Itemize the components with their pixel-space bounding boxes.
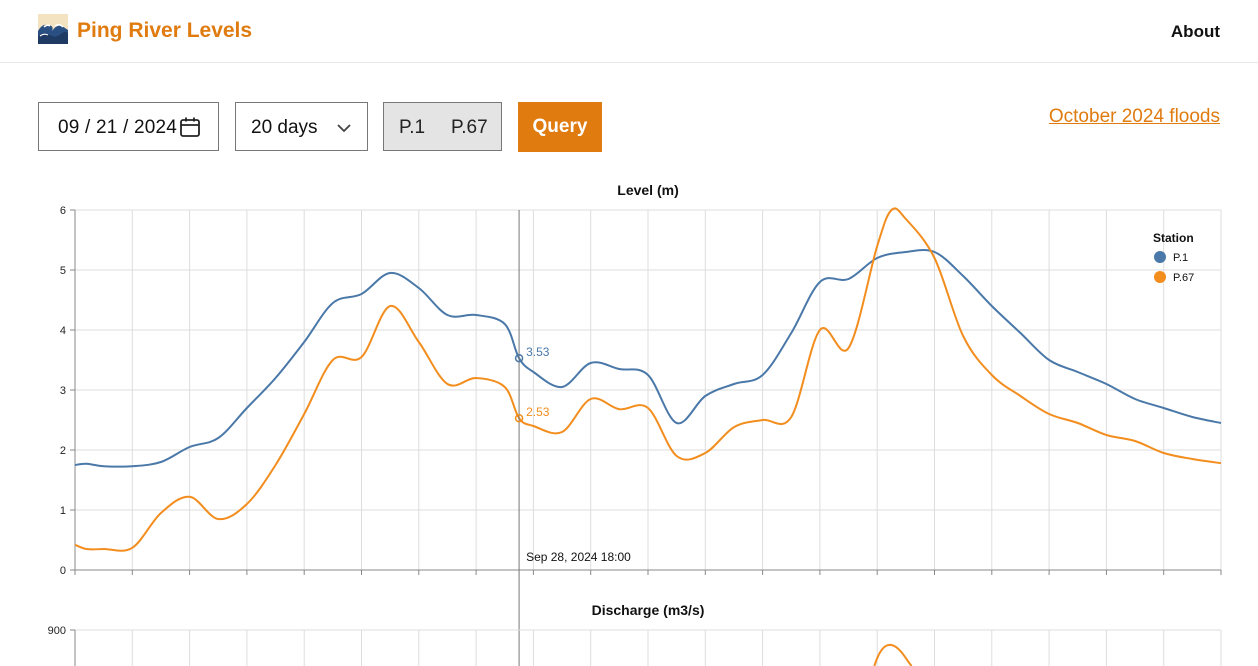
cursor-value-label: 3.53	[526, 345, 550, 359]
series-line-p1	[74, 248, 1222, 468]
y-tick-label: 6	[60, 205, 66, 217]
date-day: 21	[95, 117, 118, 138]
start-date-value: 09 / 21 / 2024	[58, 117, 178, 138]
y-tick-label: 900	[48, 625, 66, 637]
cursor-point	[514, 413, 524, 423]
query-controls: 09 / 21 / 2024 20 days P.1 P.67 Query Oc…	[0, 102, 1258, 154]
legend-label: P.1	[1173, 252, 1188, 264]
series-line-p67	[74, 207, 1222, 552]
calendar-icon[interactable]	[179, 116, 201, 138]
y-tick-label: 0	[60, 565, 66, 577]
legend-swatch	[1154, 251, 1166, 263]
y-tick-label: 1	[60, 505, 66, 517]
y-tick-label: 3	[60, 385, 66, 397]
wave-logo-icon[interactable]	[38, 14, 68, 44]
about-link[interactable]: About	[1170, 22, 1220, 41]
legend-title: Station	[1153, 231, 1194, 245]
level-chart-title: Level (m)	[617, 182, 678, 198]
y-tick-label: 4	[60, 325, 66, 337]
date-year: 2024	[133, 117, 178, 138]
discharge-chart-title: Discharge (m3/s)	[592, 602, 705, 618]
legend-swatch	[1154, 271, 1166, 283]
chevron-down-icon	[337, 124, 351, 133]
station-option-p1[interactable]: P.1	[399, 117, 426, 138]
top-navbar: Ping River Levels About	[0, 0, 1258, 63]
discharge-series-line-p67	[873, 643, 913, 666]
start-date-input[interactable]: 09 / 21 / 2024	[38, 102, 219, 151]
legend-label: P.67	[1173, 272, 1194, 284]
level-chart[interactable]: Level (m) 0 1 2 3 4 5 6 Sep 28, 2024 18:00 3.53 2.…	[0, 170, 1258, 666]
cursor-date-label: Sep 28, 2024 18:00	[526, 550, 631, 564]
cursor-value-label: 2.53	[526, 405, 550, 419]
y-tick-label: 5	[60, 265, 66, 277]
station-option-p67[interactable]: P.67	[451, 117, 488, 138]
query-button[interactable]: Query	[518, 102, 602, 152]
range-select-value: 20 days	[251, 117, 318, 138]
y-tick-label: 2	[60, 445, 66, 457]
october-floods-link[interactable]: October 2024 floods	[1048, 106, 1220, 127]
cursor-point	[514, 353, 524, 363]
range-select[interactable]: 20 days	[235, 102, 368, 151]
brand-title[interactable]: Ping River Levels	[77, 19, 253, 42]
date-month: 09	[58, 117, 80, 138]
station-select[interactable]: P.1 P.67	[383, 102, 502, 151]
